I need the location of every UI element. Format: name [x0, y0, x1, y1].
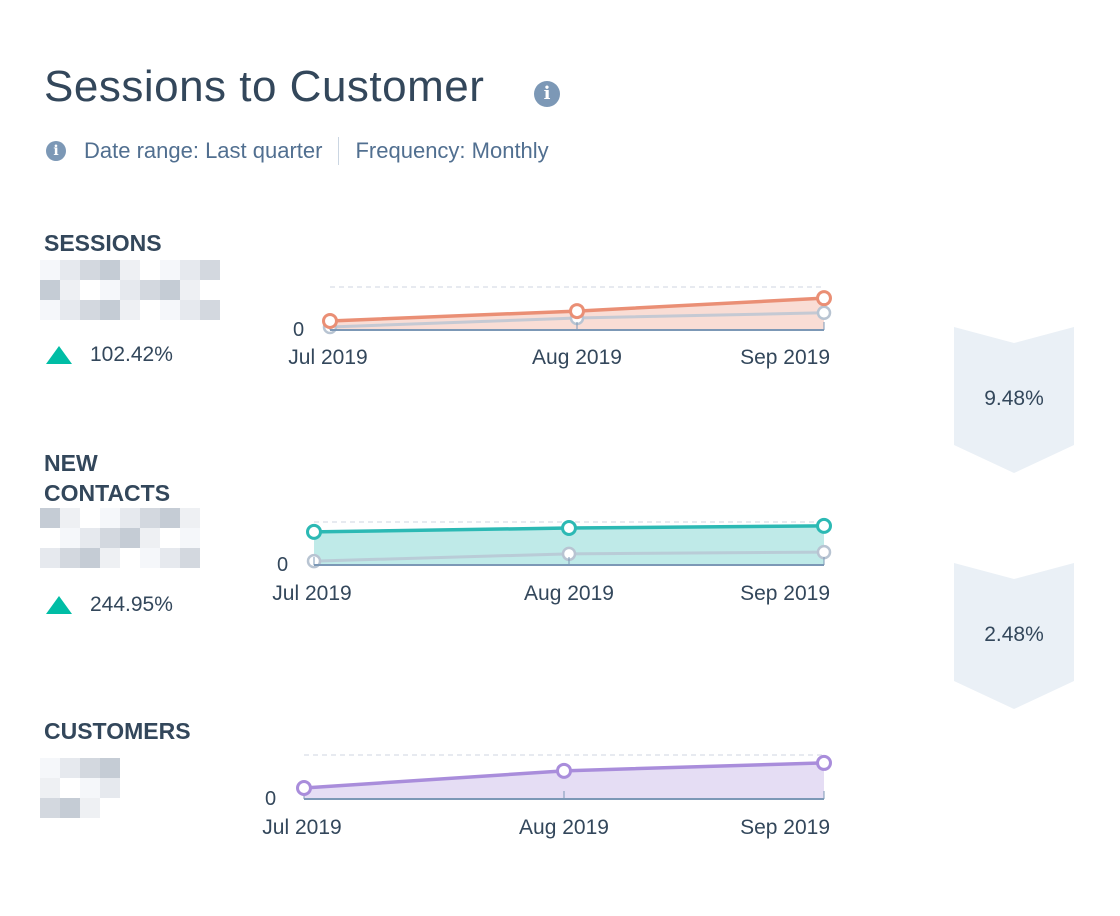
y-tick-label: 0	[293, 319, 304, 341]
frequency[interactable]: Frequency: Monthly	[355, 138, 549, 163]
change-value: 102.42%	[90, 343, 173, 366]
series-area	[304, 762, 824, 799]
conversion-rate: 9.48%	[984, 387, 1044, 410]
y-tick-label: 0	[265, 788, 276, 810]
obscured-value	[40, 508, 200, 568]
up-arrow-icon	[46, 596, 72, 614]
data-point	[816, 754, 832, 771]
x-tick-label: Jul 2019	[288, 346, 367, 369]
date-range[interactable]: Date range: Last quarter	[84, 138, 323, 163]
page-title: Sessions to Customer	[44, 62, 485, 111]
sessions-change: 102.42%	[46, 343, 173, 367]
sessions-label: SESSIONS	[44, 230, 162, 256]
comparison-point	[816, 305, 832, 321]
data-point	[296, 780, 312, 796]
x-tick-label: Sep 2019	[740, 582, 830, 605]
report-meta: i Date range: Last quarter Frequency: Mo…	[46, 137, 549, 165]
x-tick-label: Aug 2019	[532, 346, 622, 369]
data-point	[569, 303, 585, 320]
divider	[338, 137, 340, 165]
change-value: 244.95%	[90, 593, 173, 616]
new-contacts-label: NEW CONTACTS	[44, 450, 171, 506]
funnel-shape	[954, 563, 1074, 709]
data-point	[556, 762, 572, 779]
x-tick-label: Sep 2019	[740, 346, 830, 369]
data-point	[561, 520, 577, 537]
customers-label: CUSTOMERS	[44, 718, 191, 744]
x-tick-label: Jul 2019	[272, 582, 351, 605]
x-tick-label: Sep 2019	[740, 816, 830, 839]
x-tick-label: Aug 2019	[519, 816, 609, 839]
data-point	[816, 517, 832, 534]
conversion-rate: 2.48%	[984, 623, 1044, 646]
data-point	[322, 312, 338, 329]
x-tick-label: Aug 2019	[524, 582, 614, 605]
info-icon[interactable]: i	[534, 81, 560, 107]
up-arrow-icon	[46, 346, 72, 364]
data-point	[306, 523, 322, 540]
funnel-shape	[954, 327, 1074, 473]
comparison-point	[816, 544, 832, 560]
series-area	[314, 525, 824, 565]
data-point	[816, 290, 832, 307]
conversion-arrow-2: 2.48%	[954, 563, 1074, 709]
obscured-value	[40, 758, 120, 818]
obscured-value	[40, 260, 220, 320]
info-icon[interactable]: i	[46, 141, 66, 161]
y-tick-label: 0	[277, 554, 288, 576]
new-contacts-change: 244.95%	[46, 593, 173, 617]
conversion-arrow-1: 9.48%	[954, 327, 1074, 473]
x-tick-label: Jul 2019	[262, 816, 341, 839]
